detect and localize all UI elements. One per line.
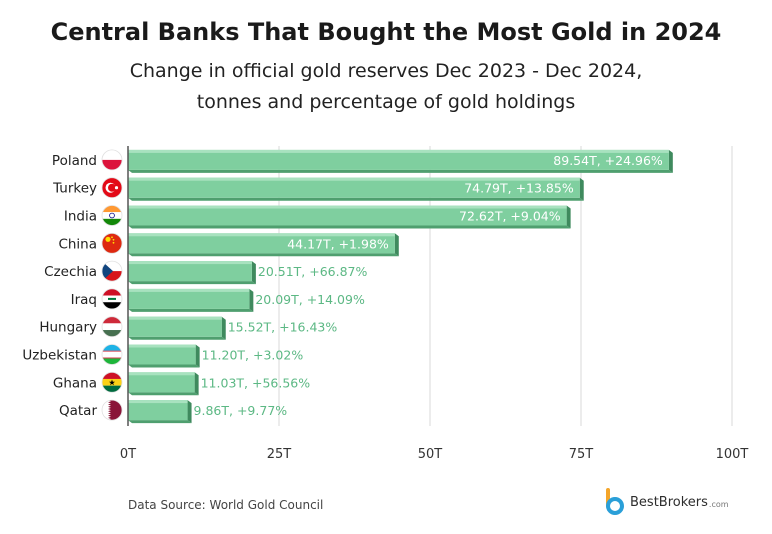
brand-suffix: .com (708, 499, 729, 509)
x-axis: 0T 25T 50T 75T 100T Poland Turkey India China Cze… (22, 146, 748, 462)
category-label: Hungary (39, 320, 97, 336)
category-label: Iraq (71, 292, 97, 308)
x-tick-label: 25T (267, 447, 292, 462)
category-label: Poland (52, 153, 97, 169)
bars: 89.54T, +24.96% 74.79T, +13.85% 72.62T, +9… (128, 149, 673, 424)
bar (128, 316, 226, 340)
brand-name: BestBrokers (630, 494, 708, 510)
category-label: Uzbekistan (22, 348, 97, 364)
x-tick-label: 50T (418, 447, 443, 462)
bar (128, 372, 199, 396)
turkey-flag-icon (101, 177, 123, 199)
x-tick-label: 100T (716, 447, 749, 462)
uzbekistan-flag-icon (101, 344, 123, 365)
data-label: 20.09T, +14.09% (255, 292, 365, 307)
category-label: Qatar (59, 403, 97, 419)
category-label: Czechia (44, 264, 97, 280)
data-label: 72.62T, +9.04% (459, 209, 561, 224)
data-label: 15.52T, +16.43% (228, 320, 338, 335)
hungary-flag-icon (101, 316, 123, 338)
brand-logo: BestBrokers .com (604, 487, 729, 517)
poland-flag-icon (101, 149, 123, 171)
data-label: 89.54T, +24.96% (553, 153, 663, 168)
data-label: 9.86T, +9.77% (194, 403, 288, 418)
x-tick-label: 75T (569, 447, 594, 462)
data-label: 44.17T, +1.98% (287, 236, 389, 251)
bar (128, 400, 192, 424)
qatar-flag-icon (101, 399, 123, 421)
bestbrokers-logo-icon (606, 488, 624, 515)
bar (128, 177, 584, 201)
bar (128, 344, 200, 368)
bar (128, 288, 254, 312)
india-flag-icon (101, 205, 123, 226)
category-label: Turkey (52, 181, 97, 197)
chart-title: Central Banks That Bought the Most Gold … (50, 18, 722, 46)
data-label: 11.03T, +56.56% (201, 375, 311, 390)
bar (128, 205, 571, 229)
czechia-flag-icon (101, 260, 123, 282)
category-label: India (64, 209, 97, 225)
iraq-flag-icon (101, 288, 123, 310)
data-source: Data Source: World Gold Council (128, 498, 324, 512)
chart-subtitle-line-2: tonnes and percentage of gold holdings (196, 91, 576, 113)
data-label: 11.20T, +3.02% (202, 348, 304, 363)
bar (128, 261, 256, 285)
x-tick-label: 0T (120, 447, 136, 462)
data-label: 74.79T, +13.85% (464, 181, 574, 196)
ghana-flag-icon (101, 371, 123, 393)
bar (128, 233, 399, 257)
china-flag-icon (101, 232, 123, 254)
chart-subtitle-line-1: Change in official gold reserves Dec 202… (129, 60, 643, 82)
category-label: Ghana (53, 375, 97, 391)
data-label: 20.51T, +66.87% (258, 264, 368, 279)
category-label: China (58, 236, 97, 252)
bar (128, 149, 673, 173)
